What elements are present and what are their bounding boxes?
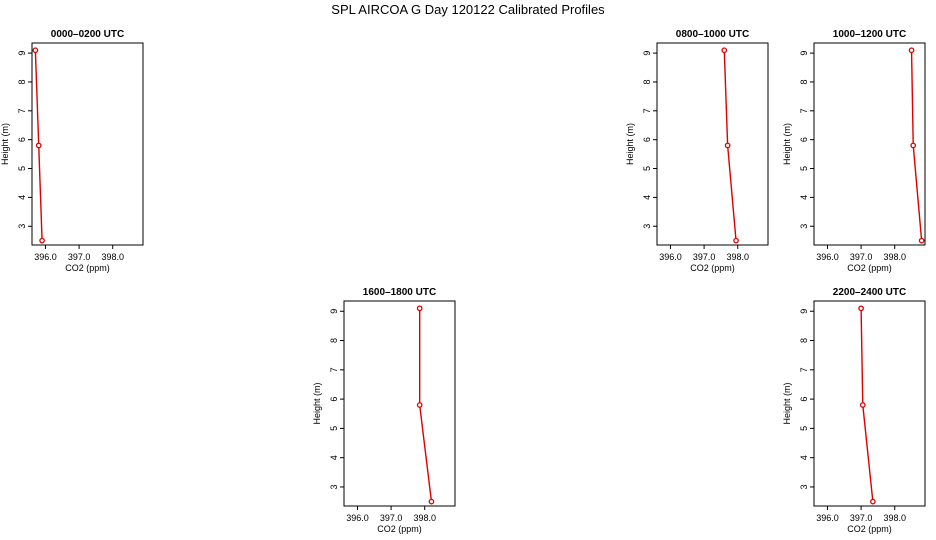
panel-title: 0000–0200 UTC — [51, 29, 124, 40]
y-axis-label: Height (m) — [782, 123, 792, 165]
data-point — [910, 142, 917, 149]
data-point — [733, 237, 739, 244]
panel-title: 1600–1800 UTC — [363, 287, 436, 298]
x-tick-label: 397.0 — [693, 252, 716, 262]
data-point — [416, 305, 423, 312]
y-tick-label: 6 — [329, 397, 339, 402]
y-tick-label: 7 — [17, 108, 27, 113]
y-axis-label: Height (m) — [782, 382, 792, 424]
x-tick-label: 397.0 — [850, 252, 873, 262]
y-tick-label: 8 — [642, 79, 652, 84]
y-tick-label: 7 — [799, 108, 809, 113]
y-tick-label: 3 — [799, 484, 809, 489]
x-tick-label: 397.0 — [68, 252, 91, 262]
y-tick-label: 8 — [799, 338, 809, 343]
y-tick-label: 9 — [642, 51, 652, 56]
data-point — [908, 47, 915, 54]
y-tick-label: 6 — [642, 137, 652, 142]
data-point — [859, 402, 866, 408]
y-tick-label: 7 — [799, 367, 809, 372]
x-axis-label: CO2 (ppm) — [847, 524, 892, 534]
y-tick-label: 6 — [799, 137, 809, 142]
y-tick-label: 7 — [642, 108, 652, 113]
x-axis-label: CO2 (ppm) — [65, 263, 110, 273]
y-tick-label: 4 — [642, 195, 652, 200]
panel-title: 1000–1200 UTC — [833, 29, 906, 40]
x-axis-label: CO2 (ppm) — [847, 263, 892, 273]
y-axis-label: Height (m) — [625, 123, 635, 165]
y-tick-label: 6 — [799, 397, 809, 402]
plot-frame — [343, 300, 456, 507]
y-tick-label: 4 — [329, 455, 339, 460]
x-tick-label: 396.0 — [659, 252, 682, 262]
y-tick-label: 5 — [799, 426, 809, 431]
data-point — [39, 237, 45, 244]
data-point — [416, 402, 423, 408]
chart-panel: 0000–0200 UTC 396.0 397.0 398.0 3 4 5 6 7 8 9 CO2 (… — [0, 29, 144, 273]
x-tick-label: 396.0 — [816, 513, 839, 523]
y-tick-label: 5 — [329, 426, 339, 431]
panel-title: 2200–2400 UTC — [833, 287, 906, 298]
x-axis-label: CO2 (ppm) — [690, 263, 735, 273]
plot-frame — [813, 300, 926, 507]
x-axis-label: CO2 (ppm) — [377, 524, 422, 534]
x-tick-label: 396.0 — [816, 252, 839, 262]
x-tick-label: 397.0 — [380, 513, 403, 523]
y-tick-label: 9 — [799, 309, 809, 314]
data-point — [428, 498, 435, 505]
y-tick-label: 3 — [17, 224, 27, 229]
plot-frame — [31, 42, 144, 246]
panels-group: 0000–0200 UTC 396.0 397.0 398.0 3 4 5 6 7 8 9 CO2 (… — [0, 29, 926, 534]
y-tick-label: 9 — [329, 309, 339, 314]
x-tick-label: 398.0 — [883, 252, 906, 262]
data-point — [35, 142, 42, 149]
y-tick-label: 3 — [799, 224, 809, 229]
x-tick-label: 398.0 — [413, 513, 436, 523]
data-point — [721, 47, 728, 54]
y-tick-label: 9 — [17, 51, 27, 56]
x-tick-label: 398.0 — [883, 513, 906, 523]
x-tick-label: 397.0 — [850, 513, 873, 523]
x-tick-label: 396.0 — [346, 513, 369, 523]
y-tick-label: 8 — [329, 338, 339, 343]
y-tick-label: 8 — [17, 79, 27, 84]
data-point — [32, 47, 39, 54]
data-point — [870, 498, 876, 505]
plot-frame — [813, 42, 926, 246]
x-tick-label: 398.0 — [726, 252, 749, 262]
y-axis-label: Height (m) — [0, 123, 10, 165]
x-tick-label: 398.0 — [101, 252, 124, 262]
chart-panel: 1000–1200 UTC 396.0 397.0 398.0 3 4 5 6 7 8 9 CO2 (… — [782, 29, 926, 273]
y-axis-label: Height (m) — [312, 382, 322, 424]
data-point — [724, 142, 731, 149]
figure-title: SPL AIRCOA G Day 120122 Calibrated Profi… — [331, 2, 605, 17]
y-tick-label: 5 — [642, 166, 652, 171]
plot-frame — [656, 42, 769, 246]
y-tick-label: 4 — [799, 195, 809, 200]
y-tick-label: 9 — [799, 51, 809, 56]
y-tick-label: 3 — [329, 484, 339, 489]
y-tick-label: 8 — [799, 79, 809, 84]
y-tick-label: 4 — [17, 195, 27, 200]
y-tick-label: 3 — [642, 224, 652, 229]
chart-panel: 1600–1800 UTC 396.0 397.0 398.0 3 4 5 6 7 8 9 CO2 (… — [312, 287, 456, 534]
chart-panel: 2200–2400 UTC 396.0 397.0 398.0 3 4 5 6 7 8 9 CO2 (… — [782, 287, 926, 534]
y-tick-label: 4 — [799, 455, 809, 460]
data-point — [858, 305, 864, 312]
data-point — [918, 237, 925, 244]
chart-panel: 0800–1000 UTC 396.0 397.0 398.0 3 4 5 6 7 8 9 CO2 (… — [625, 29, 769, 273]
y-tick-label: 6 — [17, 137, 27, 142]
y-tick-label: 5 — [799, 166, 809, 171]
x-tick-label: 396.0 — [34, 252, 57, 262]
y-tick-label: 7 — [329, 367, 339, 372]
panel-title: 0800–1000 UTC — [676, 29, 749, 40]
y-tick-label: 5 — [17, 166, 27, 171]
